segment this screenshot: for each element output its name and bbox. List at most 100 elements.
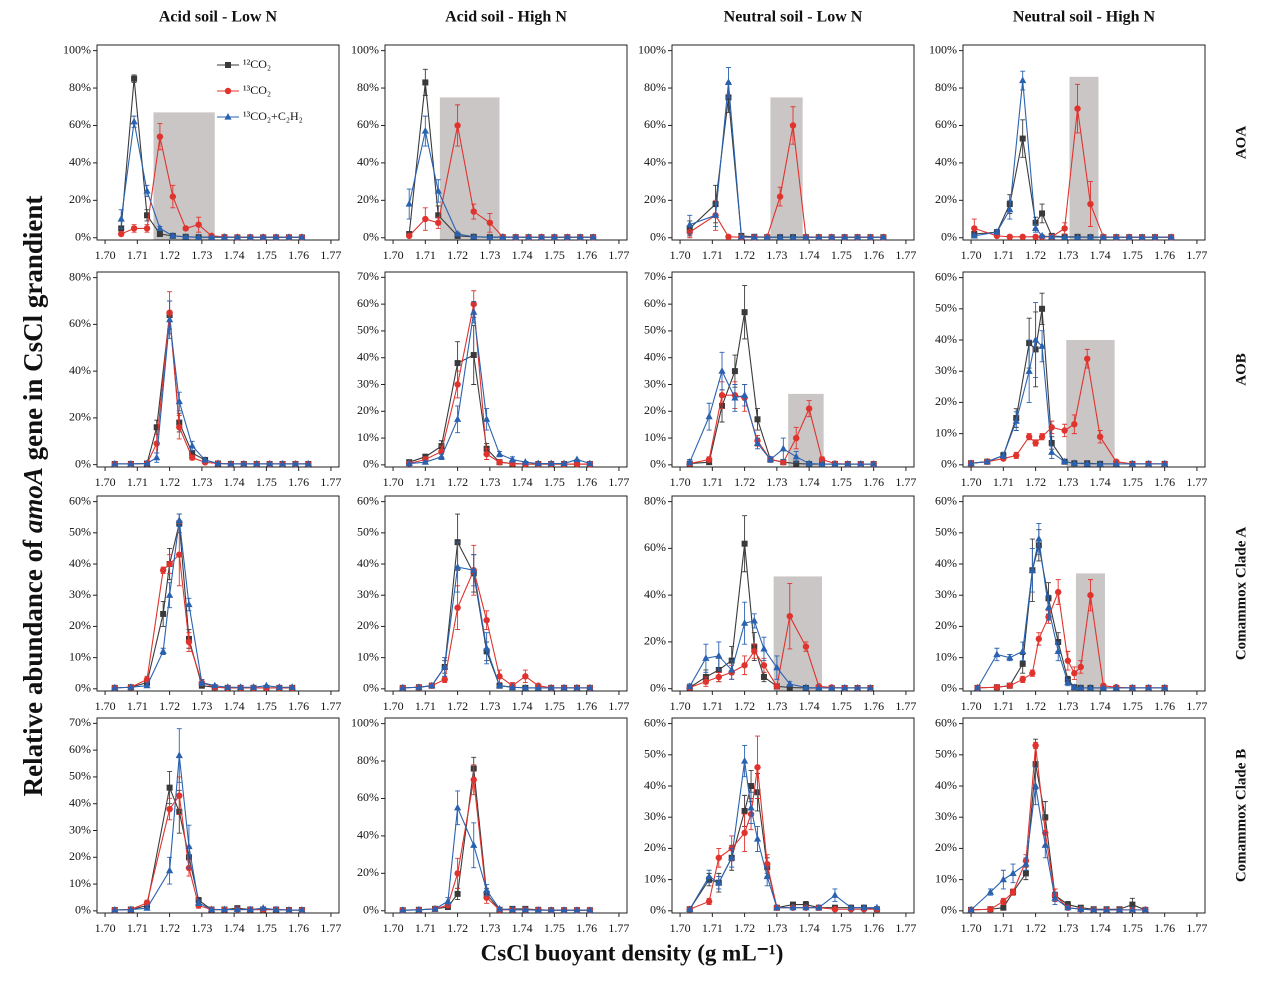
- data-point: [847, 903, 855, 911]
- x-tick-label: 1.70: [95, 921, 116, 935]
- data-point: [870, 460, 878, 467]
- data-point: [1035, 535, 1043, 542]
- x-tick-label: 1.76: [863, 475, 884, 489]
- plot-frame: [962, 495, 1206, 692]
- data-point: [1038, 231, 1046, 239]
- data-point: [1087, 592, 1094, 599]
- data-point: [547, 683, 555, 691]
- x-tick-label: 1.77: [608, 475, 629, 489]
- data-point: [573, 460, 581, 468]
- data-point: [763, 860, 771, 868]
- x-tick-label: 1.76: [863, 248, 884, 262]
- data-point: [1044, 603, 1053, 611]
- series-line: [114, 785, 302, 911]
- y-tick-label: 20%: [69, 192, 91, 206]
- data-point: [1054, 647, 1062, 654]
- y-tick-label: 60%: [644, 715, 666, 729]
- data-point: [828, 233, 836, 240]
- y-tick-label: 20%: [69, 410, 91, 424]
- data-point: [188, 441, 196, 449]
- data-point: [201, 455, 209, 463]
- y-tick-label: 20%: [357, 865, 379, 879]
- data-point: [1028, 566, 1036, 573]
- data-point: [272, 905, 280, 913]
- x-tick-label: 1.71: [993, 475, 1014, 489]
- x-tick-label: 1.76: [576, 248, 597, 262]
- y-tick-label: 100%: [351, 715, 379, 729]
- x-tick-label: 1.70: [670, 475, 691, 489]
- x-tick-label: 1.72: [159, 475, 180, 489]
- series-line: [689, 767, 877, 910]
- data-point: [802, 643, 810, 650]
- data-point: [435, 212, 442, 219]
- y-tick-label: 20%: [69, 618, 91, 632]
- data-point: [1061, 427, 1068, 434]
- data-point: [454, 803, 462, 811]
- series-line: [689, 784, 877, 910]
- data-point: [763, 233, 771, 240]
- data-point: [586, 459, 594, 467]
- y-tick-label: 20%: [69, 849, 91, 863]
- data-point: [406, 232, 413, 240]
- data-point: [831, 460, 839, 467]
- data-point: [1129, 901, 1136, 908]
- data-point: [434, 186, 442, 194]
- x-tick-label: 1.73: [479, 921, 500, 935]
- highlight-region: [153, 112, 215, 240]
- data-point: [866, 683, 875, 691]
- data-point: [831, 891, 839, 898]
- x-tick-label: 1.71: [702, 921, 723, 935]
- x-tick-label: 1.74: [224, 248, 245, 262]
- data-point: [470, 776, 477, 783]
- data-point: [127, 683, 135, 690]
- data-point: [304, 459, 312, 467]
- data-point: [1032, 761, 1039, 768]
- data-point: [1032, 224, 1040, 231]
- series-line: [409, 354, 590, 465]
- data-point: [454, 230, 462, 237]
- x-tick-label: 1.73: [191, 248, 212, 262]
- x-tick-label: 1.70: [95, 248, 116, 262]
- row-label: AOB: [1233, 353, 1249, 386]
- x-tick-label: 1.76: [288, 248, 309, 262]
- data-point: [1019, 135, 1026, 142]
- y-tick-label: 10%: [935, 649, 957, 663]
- series-line: [971, 338, 1165, 465]
- data-point: [1051, 894, 1059, 901]
- data-point: [441, 662, 449, 670]
- legend-label: ¹³CO₂+C₂H₂: [243, 109, 303, 123]
- plot-frame: [962, 271, 1206, 468]
- data-point: [550, 233, 558, 240]
- x-tick-label: 1.70: [961, 699, 982, 713]
- data-point: [1128, 459, 1136, 467]
- plot-frame: [384, 717, 628, 914]
- x-tick-label: 1.75: [544, 921, 565, 935]
- data-point: [1039, 305, 1046, 312]
- data-point: [828, 683, 836, 691]
- x-tick-label: 1.76: [1154, 699, 1175, 713]
- data-point: [470, 352, 477, 359]
- data-point: [741, 807, 748, 814]
- x-tick-label: 1.75: [256, 248, 277, 262]
- data-point: [1074, 105, 1081, 112]
- data-point: [495, 681, 504, 689]
- data-point: [805, 459, 813, 467]
- data-point: [1032, 782, 1040, 789]
- highlight-region: [788, 393, 824, 467]
- y-tick-label: 0%: [941, 903, 957, 917]
- data-point: [1019, 233, 1026, 241]
- x-tick-label: 1.72: [1025, 699, 1046, 713]
- data-point: [1070, 683, 1078, 690]
- y-tick-label: 100%: [929, 42, 957, 56]
- y-tick-label: 0%: [75, 230, 91, 244]
- data-point: [786, 612, 793, 620]
- y-tick-label: 100%: [63, 42, 91, 56]
- y-tick-label: 60%: [357, 493, 379, 507]
- x-tick-label: 1.74: [799, 921, 820, 935]
- data-point: [1006, 205, 1014, 213]
- data-point: [512, 233, 520, 240]
- series-line: [409, 312, 591, 465]
- data-point: [1019, 660, 1026, 667]
- y-tick-label: 0%: [941, 457, 957, 471]
- x-tick-label: 1.77: [320, 921, 341, 935]
